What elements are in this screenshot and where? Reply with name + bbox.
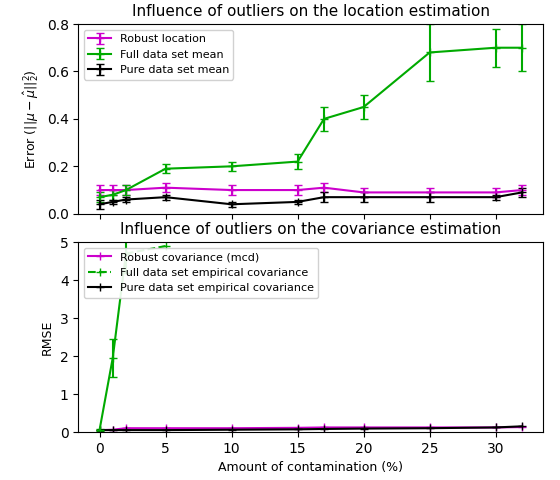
Full data set empirical covariance: [123, 251, 129, 256]
Robust covariance (mcd): [109, 427, 116, 432]
Pure data set empirical covariance: [321, 426, 328, 432]
Robust covariance (mcd): [294, 425, 301, 431]
Pure data set empirical covariance: [519, 423, 525, 429]
Pure data set empirical covariance: [426, 425, 433, 431]
Robust covariance (mcd): [123, 425, 129, 431]
Robust covariance (mcd): [426, 425, 433, 431]
Line: Robust covariance (mcd): Robust covariance (mcd): [95, 423, 526, 434]
Pure data set empirical covariance: [492, 425, 499, 431]
Robust covariance (mcd): [360, 425, 367, 431]
Y-axis label: RMSE: RMSE: [41, 319, 54, 355]
Pure data set empirical covariance: [294, 426, 301, 432]
Pure data set empirical covariance: [123, 427, 129, 433]
Title: Influence of outliers on the location estimation: Influence of outliers on the location es…: [132, 4, 490, 19]
Robust covariance (mcd): [228, 425, 235, 431]
Line: Pure data set empirical covariance: Pure data set empirical covariance: [95, 422, 526, 434]
Robust covariance (mcd): [96, 427, 103, 433]
Robust covariance (mcd): [321, 425, 328, 431]
Pure data set empirical covariance: [162, 427, 169, 433]
Pure data set empirical covariance: [360, 426, 367, 432]
Line: Full data set empirical covariance: Full data set empirical covariance: [122, 242, 170, 258]
Full data set empirical covariance: [162, 243, 169, 249]
Legend: Robust location, Full data set mean, Pure data set mean: Robust location, Full data set mean, Pur…: [84, 30, 234, 80]
Pure data set empirical covariance: [228, 427, 235, 432]
Legend: Robust covariance (mcd), Full data set empirical covariance, Pure data set empir: Robust covariance (mcd), Full data set e…: [84, 248, 318, 298]
Y-axis label: Error ($||\mu - \hat{\mu}||_2^2$): Error ($||\mu - \hat{\mu}||_2^2$): [21, 69, 41, 169]
Robust covariance (mcd): [519, 424, 525, 430]
Pure data set empirical covariance: [109, 427, 116, 433]
Robust covariance (mcd): [492, 425, 499, 431]
Robust covariance (mcd): [162, 425, 169, 431]
X-axis label: Amount of contamination (%): Amount of contamination (%): [218, 461, 403, 474]
Pure data set empirical covariance: [96, 427, 103, 433]
Title: Influence of outliers on the covariance estimation: Influence of outliers on the covariance …: [120, 222, 501, 237]
